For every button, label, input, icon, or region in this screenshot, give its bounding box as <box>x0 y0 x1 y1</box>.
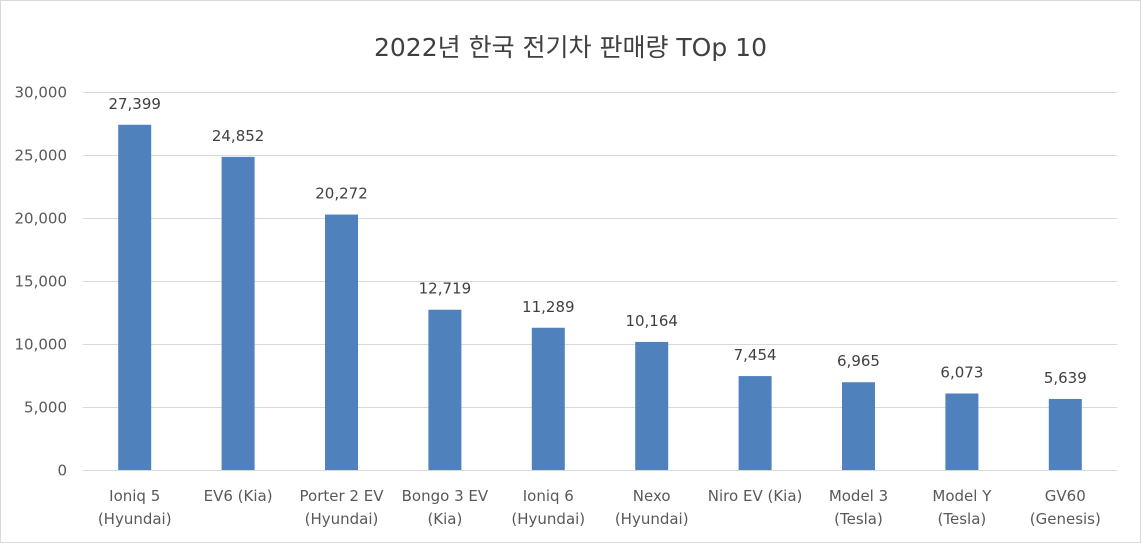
bar <box>325 214 358 470</box>
bar <box>842 382 875 470</box>
category-label-line: Niro EV (Kia) <box>708 487 803 505</box>
y-tick-label: 15,000 <box>15 273 68 291</box>
bar <box>635 341 669 470</box>
category-label-line: Model 3 <box>829 487 888 505</box>
gridlines <box>83 92 1117 408</box>
data-label: 5,639 <box>1044 369 1087 387</box>
category-label-line: (Hyundai) <box>511 510 585 528</box>
data-label: 6,073 <box>940 363 983 381</box>
category-label: Model 3 (Tesla) <box>829 487 888 528</box>
category-label: Ioniq 5 (Hyundai) <box>98 487 172 528</box>
category-label: GV60 (Genesis) <box>1030 487 1101 528</box>
category-label-line: (Genesis) <box>1030 510 1101 528</box>
bar <box>531 327 565 470</box>
data-label: 12,719 <box>419 280 472 298</box>
category-label-line: EV6 (Kia) <box>204 487 273 505</box>
category-label-line: Model Y <box>932 487 992 505</box>
category-label-line: Nexo <box>633 487 671 505</box>
y-tick-label: 0 <box>57 462 67 480</box>
data-label: 6,965 <box>837 352 880 370</box>
category-label: Ioniq 6 (Hyundai) <box>511 487 585 528</box>
data-label: 20,272 <box>315 185 368 203</box>
category-label: Model Y (Tesla) <box>932 487 992 528</box>
bar <box>428 309 462 470</box>
bar <box>738 376 772 470</box>
category-label: Bongo 3 EV (Kia) <box>402 487 489 528</box>
x-axis-category-labels: Ioniq 5 (Hyundai) EV6 (Kia) Porter 2 EV (Hyu… <box>98 487 1101 528</box>
category-label-line: Ioniq 5 <box>109 487 160 505</box>
category-label-line: (Tesla) <box>938 510 987 528</box>
bars <box>118 124 1082 471</box>
category-label-line: GV60 <box>1045 487 1086 505</box>
category-label: Niro EV (Kia) <box>708 487 803 505</box>
y-axis-tick-labels: 0 5,000 10,000 15,000 20,000 25,000 30,000 <box>15 84 68 480</box>
y-tick-label: 10,000 <box>15 336 68 354</box>
bar <box>221 156 255 470</box>
data-label: 11,289 <box>522 298 575 316</box>
data-label: 27,399 <box>108 95 161 113</box>
data-label: 24,852 <box>212 127 265 145</box>
category-label: EV6 (Kia) <box>204 487 273 505</box>
y-tick-label: 5,000 <box>24 399 67 417</box>
category-label-line: (Hyundai) <box>305 510 379 528</box>
y-tick-label: 25,000 <box>15 147 68 165</box>
category-label-line: Bongo 3 EV <box>402 487 489 505</box>
category-label-line: (Hyundai) <box>98 510 172 528</box>
y-tick-label: 20,000 <box>15 210 68 228</box>
data-label: 7,454 <box>734 346 777 364</box>
y-tick-label: 30,000 <box>15 84 68 102</box>
bar <box>1048 398 1082 470</box>
bar <box>945 393 979 470</box>
category-label: Nexo (Hyundai) <box>615 487 689 528</box>
category-label: Porter 2 EV (Hyundai) <box>300 487 385 528</box>
bar <box>118 124 152 471</box>
category-label-line: (Kia) <box>427 510 462 528</box>
data-label: 10,164 <box>625 312 678 330</box>
category-label-line: Ioniq 6 <box>523 487 574 505</box>
category-label-line: (Tesla) <box>834 510 883 528</box>
chart-title: 2022년 한국 전기차 판매량 TOp 10 <box>374 33 767 62</box>
data-labels: 27,399 24,852 20,272 12,719 11,289 10,164 7,45… <box>108 95 1086 387</box>
category-label-line: (Hyundai) <box>615 510 689 528</box>
category-label-line: Porter 2 EV <box>300 487 385 505</box>
